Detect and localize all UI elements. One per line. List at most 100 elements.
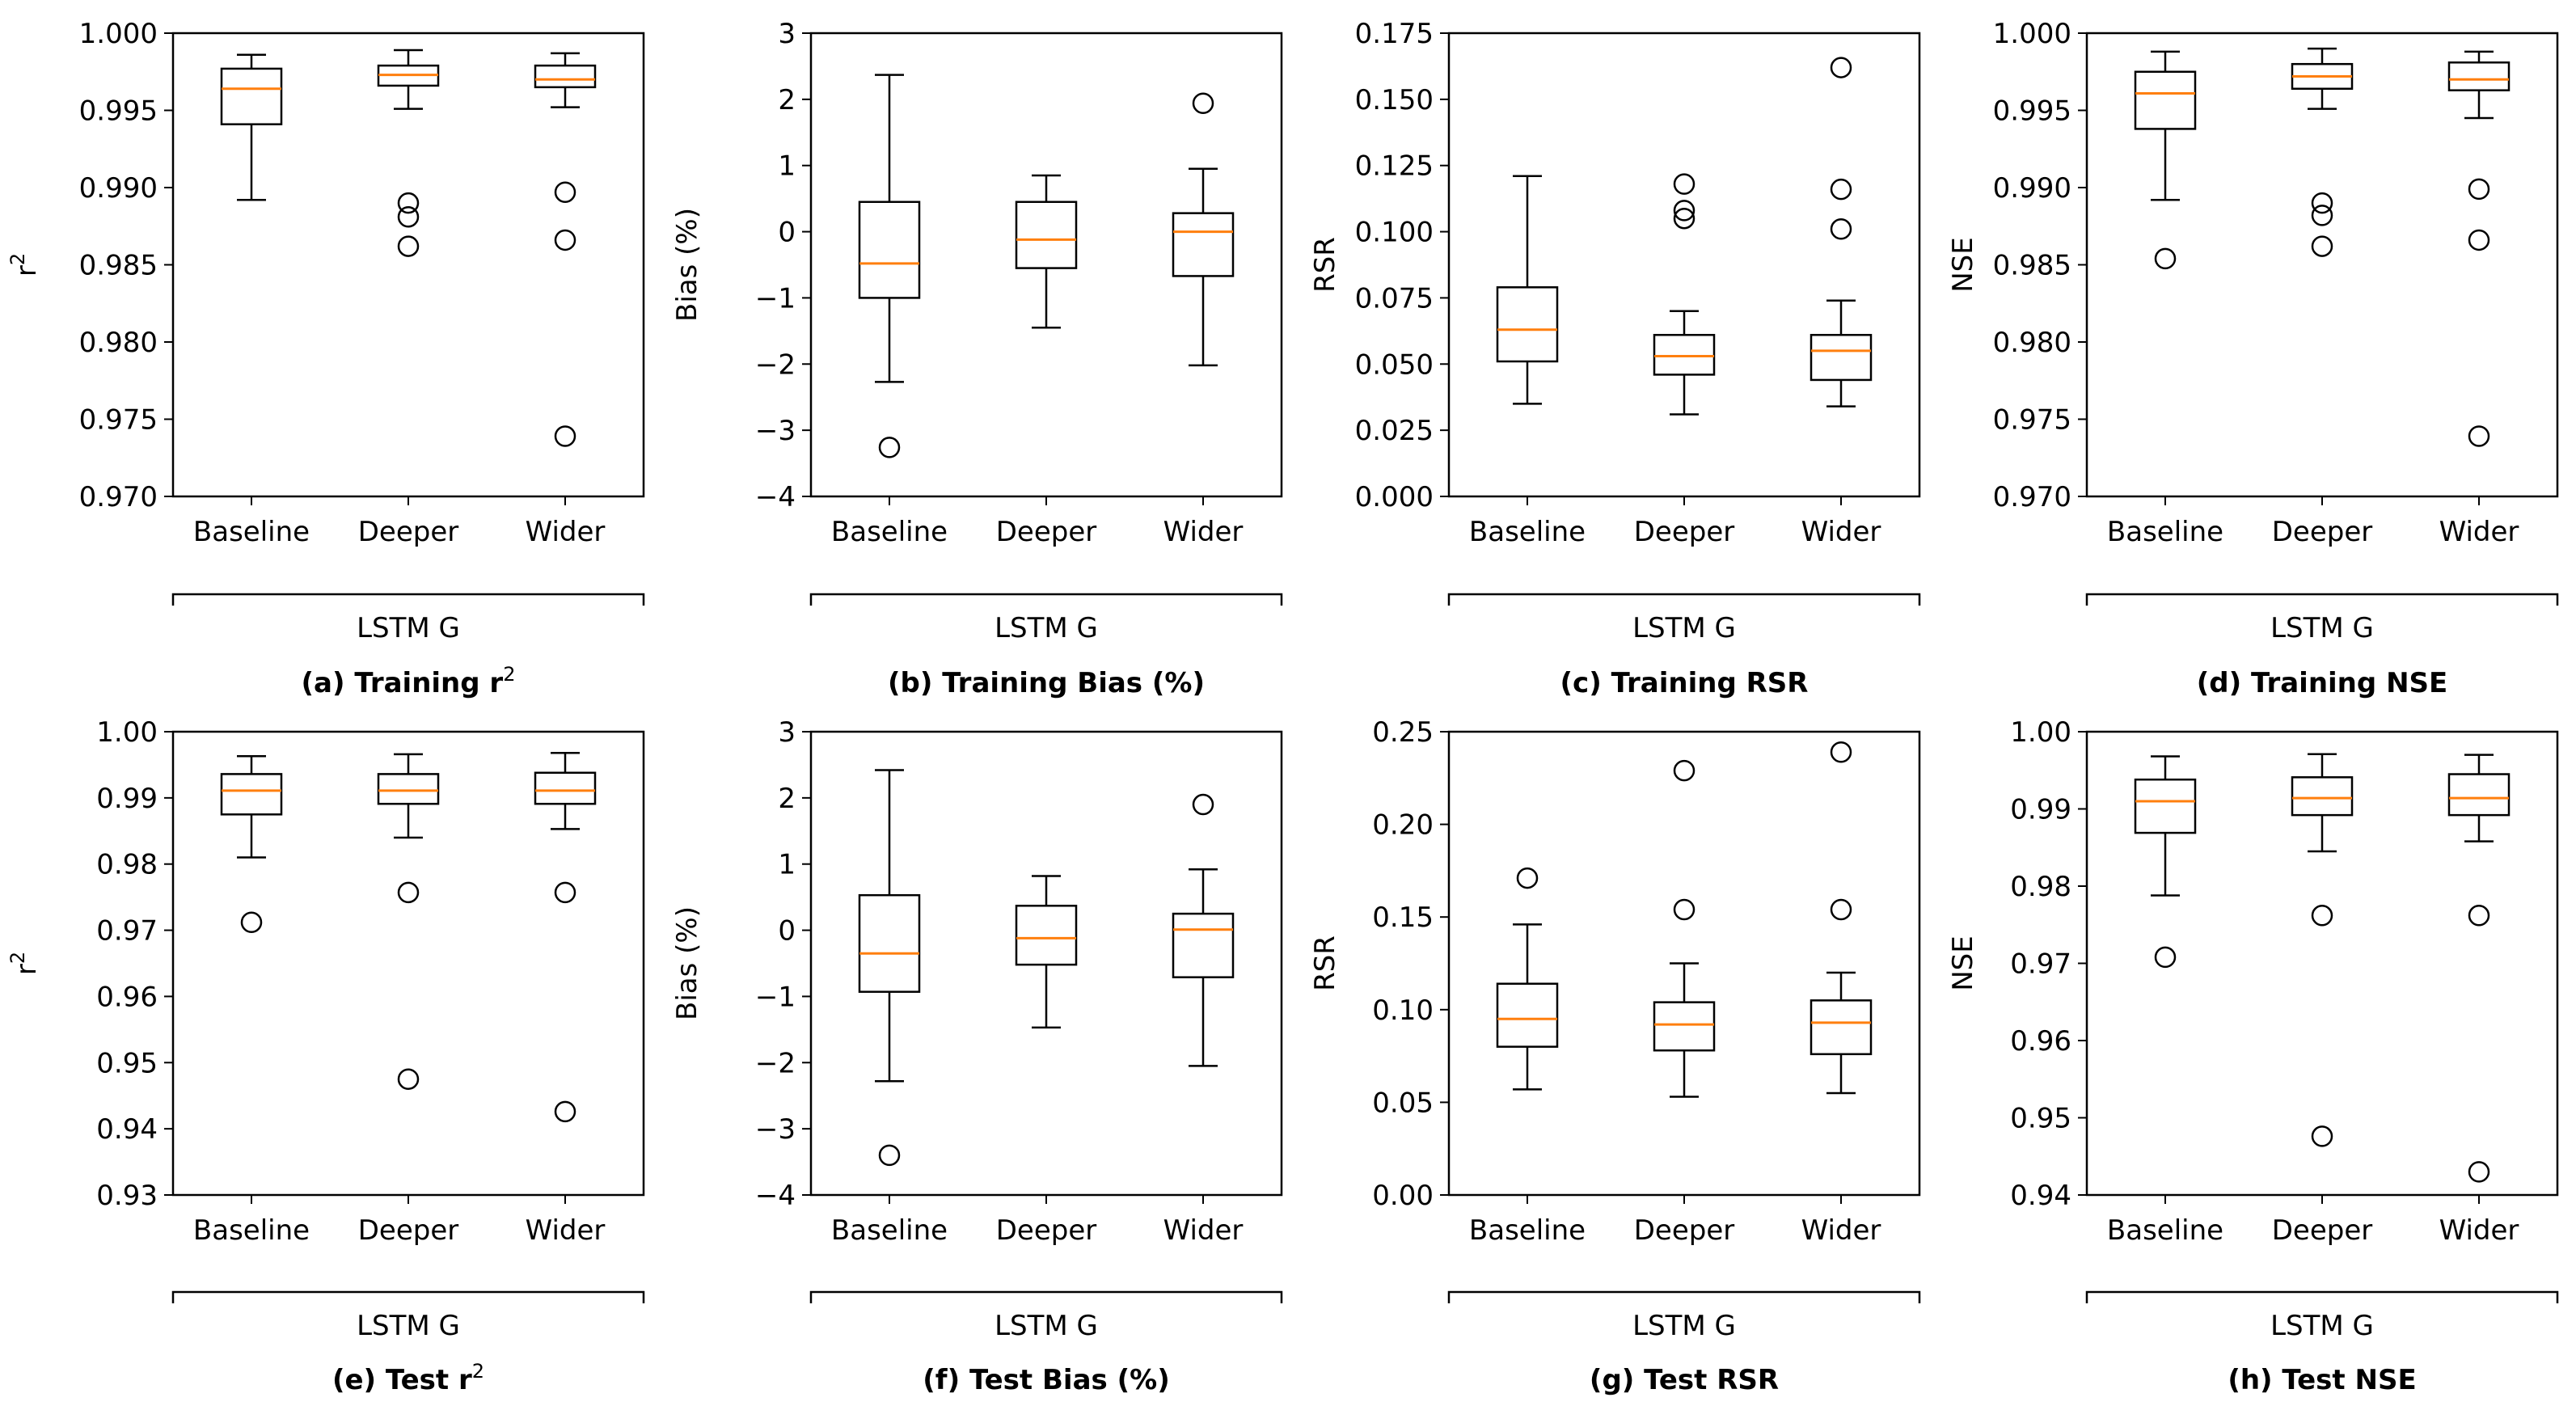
subplot-caption: (f) Test Bias (%)	[923, 1364, 1170, 1396]
group-label: LSTM G	[1632, 1310, 1736, 1342]
subplot-caption-text: (a) Training r	[302, 667, 504, 699]
group-bracket	[171, 593, 645, 606]
group-bracket	[1447, 593, 1921, 606]
y-tick-label: 0.150	[1355, 84, 1434, 116]
iqr-box	[2447, 773, 2511, 817]
y-axis-label-text: NSE	[1947, 935, 1979, 991]
x-tick-label: Deeper	[1634, 1214, 1735, 1247]
outlier-point	[1673, 898, 1696, 921]
iqr-box	[377, 773, 440, 805]
box-baseline	[220, 755, 283, 933]
iqr-box	[534, 771, 597, 805]
y-tick-label: 0	[778, 217, 796, 249]
y-tick-label: 0.93	[96, 1180, 158, 1212]
subplot-caption-superscript: 2	[503, 663, 515, 686]
y-axis-label: RSR	[1309, 237, 1341, 293]
box-baseline	[2134, 755, 2197, 969]
y-tick-label: 0.995	[79, 95, 158, 128]
subplot-caption: (b) Training Bias (%)	[888, 667, 1205, 699]
outlier-point	[2311, 205, 2333, 226]
y-axis-label-text: r	[11, 265, 43, 277]
y-tick-label: 0.075	[1355, 282, 1434, 315]
subplot-a: 0.9700.9750.9800.9850.9900.9951.000r2Bas…	[6, 18, 645, 699]
outlier-point	[2311, 1125, 2333, 1147]
subplot-caption-text: (f) Test Bias (%)	[923, 1364, 1170, 1396]
y-tick-label: 1.00	[96, 716, 158, 749]
y-tick-label: 3	[778, 18, 796, 50]
y-tick-label: 0.985	[1993, 250, 2071, 282]
outlier-point	[1830, 898, 1852, 921]
y-tick-label: −2	[755, 348, 796, 381]
subplot-caption-text: (b) Training Bias (%)	[888, 667, 1205, 699]
box-deeper	[2291, 47, 2354, 257]
y-tick-label: −4	[755, 1180, 796, 1212]
x-tick-label: Deeper	[358, 1214, 459, 1247]
outlier-point	[2468, 1161, 2490, 1183]
box-wider	[2447, 50, 2511, 447]
outlier-point	[1673, 200, 1696, 222]
outlier-point	[1673, 207, 1696, 230]
y-tick-label: 0.100	[1355, 217, 1434, 249]
y-tick-label: 0.15	[1372, 901, 1434, 934]
outlier-point	[2154, 247, 2177, 270]
plot-frame	[1447, 32, 1921, 498]
y-tick-label: 0.95	[2010, 1103, 2071, 1135]
y-tick-label: 0.94	[96, 1113, 158, 1146]
y-tick-label: 0.975	[79, 404, 158, 437]
y-axis-label-superscript: 2	[6, 952, 29, 964]
x-tick-label: Wider	[1163, 1214, 1244, 1247]
outlier-point	[2154, 946, 2177, 969]
subplot-caption: (d) Training NSE	[2197, 667, 2447, 699]
subplot-caption-superscript: 2	[472, 1360, 484, 1383]
group-label: LSTM G	[2270, 612, 2374, 644]
x-tick-label: Deeper	[1634, 516, 1735, 548]
outlier-point	[554, 1100, 576, 1123]
outlier-point	[1192, 793, 1214, 816]
outlier-point	[2311, 192, 2333, 214]
iqr-box	[1015, 201, 1078, 269]
y-tick-label: 0.10	[1372, 994, 1434, 1027]
y-axis-label-text: RSR	[1309, 237, 1341, 293]
group-label: LSTM G	[995, 1310, 1098, 1342]
box-deeper	[1015, 875, 1078, 1029]
box-deeper	[377, 49, 440, 257]
outlier-point	[1516, 867, 1539, 889]
y-tick-label: −1	[755, 981, 796, 1013]
box-baseline	[2134, 50, 2197, 270]
iqr-box	[2134, 70, 2197, 130]
y-tick-label: 0.05	[1372, 1087, 1434, 1119]
x-tick-label: Baseline	[831, 1214, 948, 1247]
y-tick-label: 0.97	[96, 915, 158, 948]
iqr-box	[1172, 912, 1235, 978]
outlier-point	[2468, 425, 2490, 447]
y-tick-label: 1.000	[79, 18, 158, 50]
outlier-point	[554, 881, 576, 904]
y-axis-label: NSE	[1947, 237, 1979, 293]
group-bracket	[2085, 593, 2559, 606]
subplot-c: 0.000 0.025 0.050 0.075 0.100 0.125 0.150 0.175…	[1309, 18, 1921, 699]
iqr-box	[220, 773, 283, 816]
outlier-point	[878, 1144, 901, 1167]
x-tick-label: Wider	[2439, 1214, 2519, 1247]
subplot-h: 0.94 0.95 0.96 0.97 0.98 0.99 1.00 NSE Baseline D…	[1947, 716, 2559, 1396]
y-tick-label: −2	[755, 1047, 796, 1079]
y-tick-label: 1.000	[1993, 18, 2071, 50]
iqr-box	[858, 201, 921, 299]
iqr-box	[1810, 999, 1873, 1056]
y-axis-label: r2	[6, 952, 43, 975]
x-tick-label: Baseline	[193, 1214, 310, 1247]
group-label: LSTM G	[357, 612, 460, 644]
iqr-box	[534, 64, 597, 89]
subplot-caption-text: (h) Test NSE	[2228, 1364, 2416, 1396]
y-axis-label: Bias (%)	[671, 906, 703, 1020]
outlier-point	[1673, 759, 1696, 782]
outlier-point	[397, 881, 420, 904]
y-axis-label-text: RSR	[1309, 935, 1341, 991]
outlier-point	[554, 181, 576, 203]
box-baseline	[220, 53, 283, 201]
outlier-point	[2468, 229, 2490, 251]
box-wider	[1172, 793, 1235, 1067]
y-tick-label: 3	[778, 716, 796, 749]
y-tick-label: 0.00	[1372, 1180, 1434, 1212]
y-tick-label: 0.99	[2010, 794, 2071, 826]
